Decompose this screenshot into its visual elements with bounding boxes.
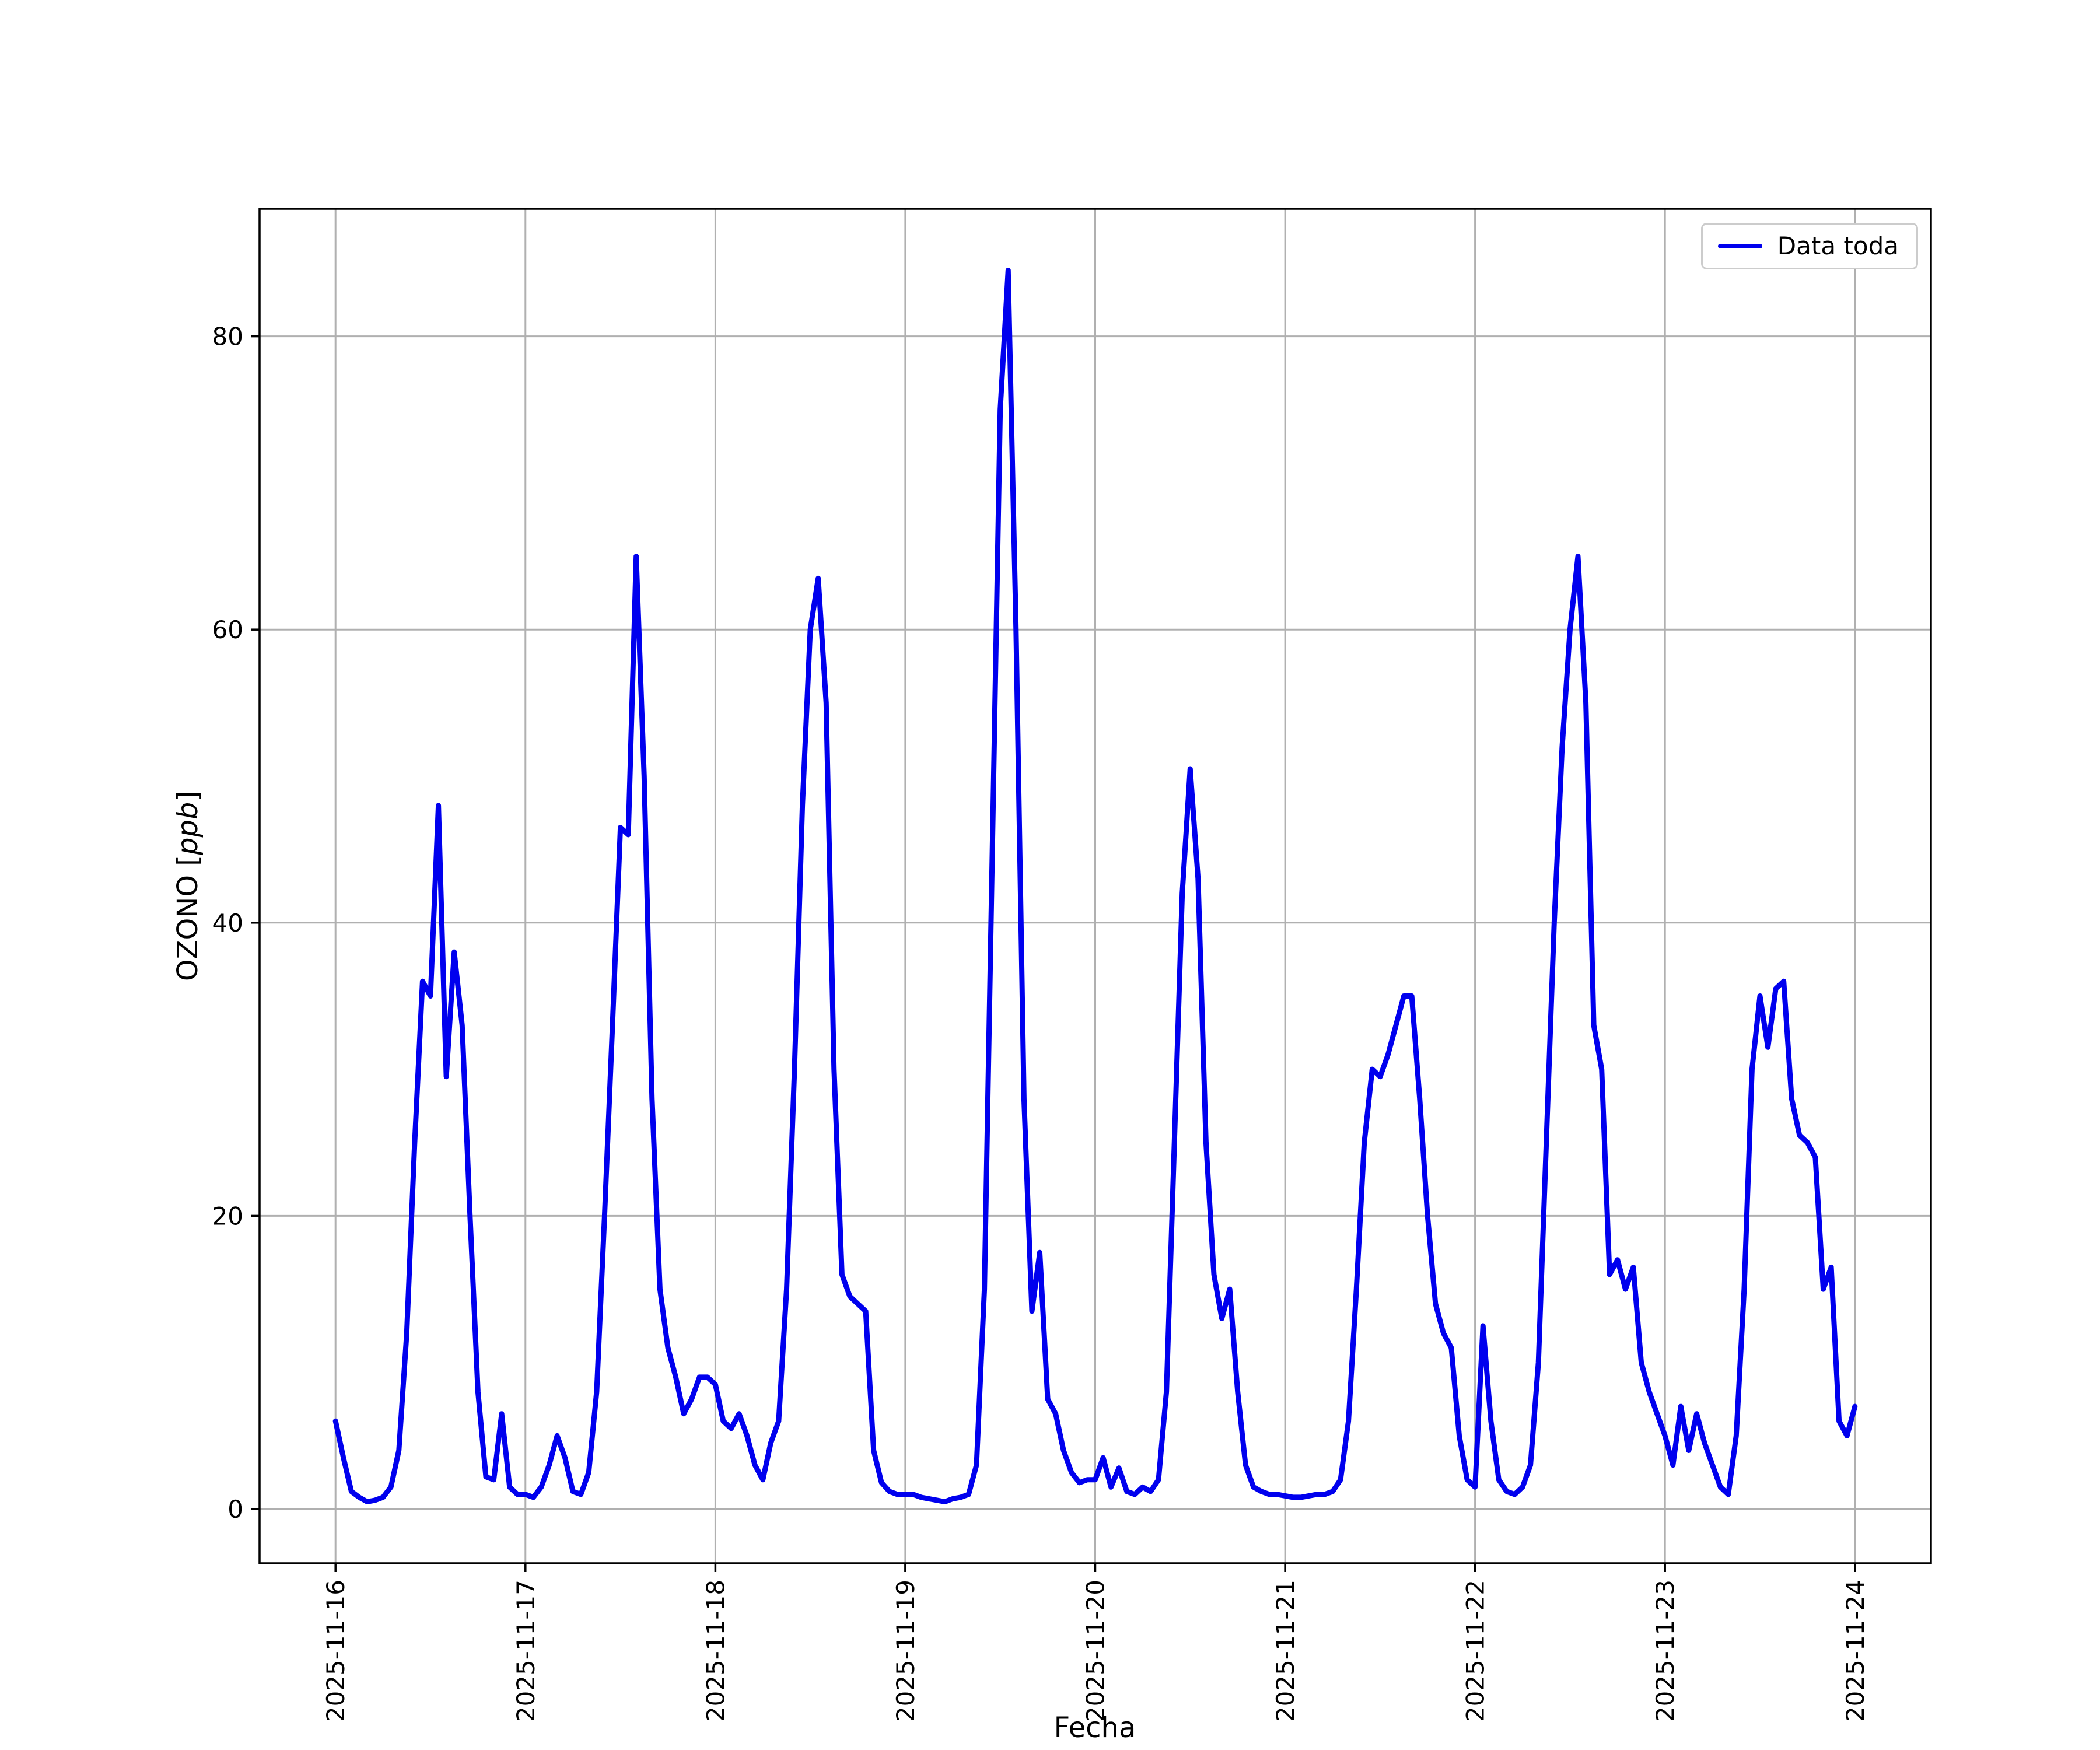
- y-axis-label-prefix: OZONO [: [172, 855, 204, 982]
- y-tick-label: 20: [212, 1202, 243, 1230]
- x-tick-label: 2025-11-24: [1841, 1580, 1870, 1722]
- x-tick-label: 2025-11-16: [321, 1580, 350, 1722]
- x-tick-label: 2025-11-20: [1082, 1580, 1110, 1722]
- y-tick-label: 80: [212, 323, 243, 351]
- legend: Data toda: [1700, 223, 1918, 270]
- x-tick-label: 2025-11-17: [512, 1580, 540, 1722]
- x-tick-label: 2025-11-18: [701, 1580, 730, 1722]
- y-axis-label: OZONO [ppb]: [172, 791, 204, 981]
- x-axis-label: Fecha: [1054, 1712, 1136, 1744]
- legend-line-swatch: [1717, 244, 1762, 249]
- x-tick-label: 2025-11-19: [891, 1580, 920, 1722]
- x-tick-label: 2025-11-23: [1651, 1580, 1679, 1722]
- legend-label: Data toda: [1777, 232, 1899, 260]
- y-tick-label: 0: [228, 1495, 243, 1524]
- y-tick-label: 40: [212, 909, 243, 937]
- x-tick-label: 2025-11-22: [1461, 1580, 1490, 1722]
- x-tick-label: 2025-11-21: [1271, 1580, 1300, 1722]
- y-tick-label: 60: [212, 615, 243, 644]
- y-axis-label-unit: ppb: [172, 802, 204, 856]
- y-axis-label-suffix: ]: [172, 790, 204, 802]
- data-series-line: [332, 268, 1858, 1504]
